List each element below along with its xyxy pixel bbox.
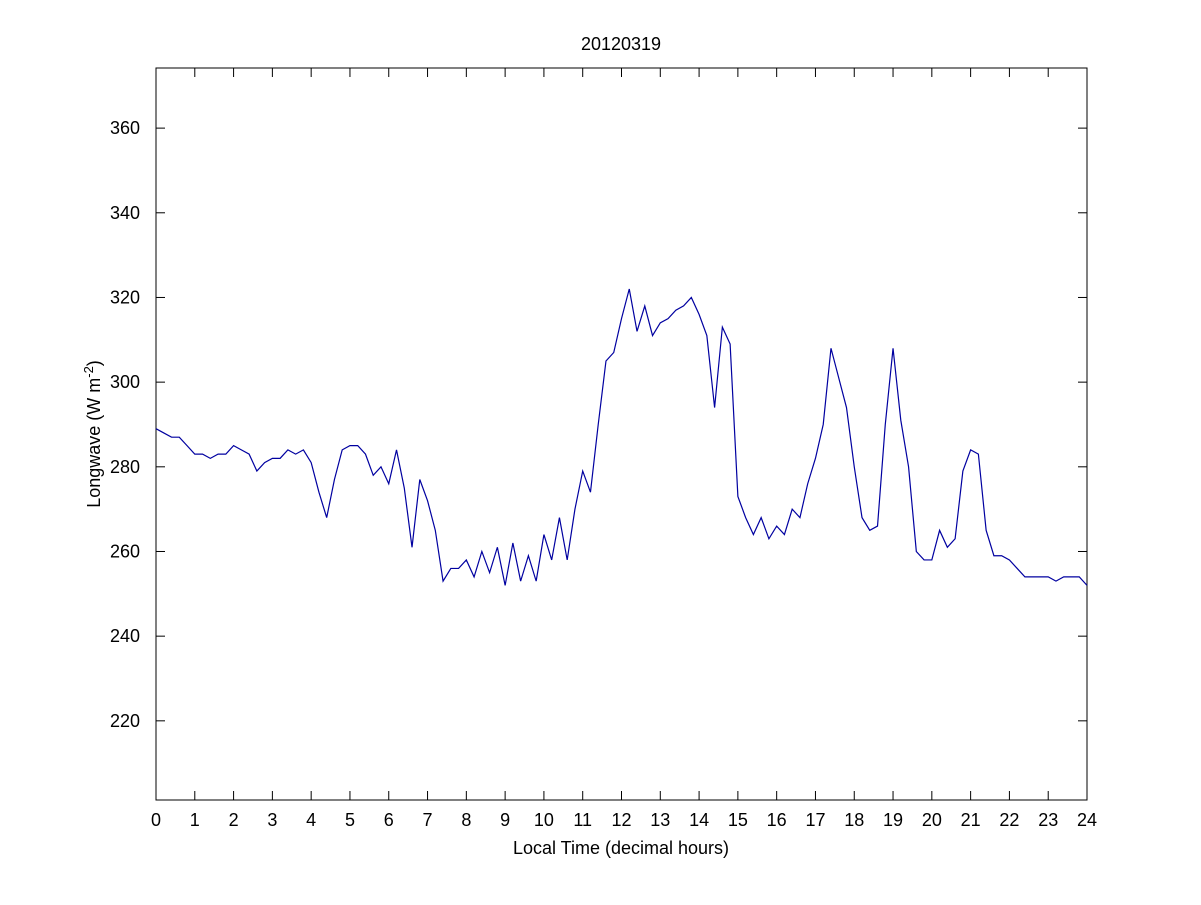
x-tick-label: 18: [844, 810, 864, 830]
x-tick-label: 21: [961, 810, 981, 830]
x-tick-label: 17: [805, 810, 825, 830]
x-tick-label: 15: [728, 810, 748, 830]
x-tick-label: 1: [190, 810, 200, 830]
x-tick-label: 6: [384, 810, 394, 830]
x-tick-label: 11: [573, 810, 592, 830]
x-axis-label: Local Time (decimal hours): [513, 838, 729, 858]
x-tick-label: 3: [267, 810, 277, 830]
x-tick-label: 13: [650, 810, 670, 830]
x-tick-label: 4: [306, 810, 316, 830]
y-label-close: ): [84, 360, 104, 366]
x-tick-label: 10: [534, 810, 554, 830]
y-tick-label: 280: [110, 457, 140, 477]
x-tick-label: 23: [1038, 810, 1058, 830]
data-line: [155, 288, 1088, 586]
y-tick-label: 360: [110, 118, 140, 138]
x-tick-label: 19: [883, 810, 903, 830]
x-tick-label: 22: [999, 810, 1019, 830]
x-tick-label: 20: [922, 810, 942, 830]
x-tick-label: 9: [500, 810, 510, 830]
chart-title: 20120319: [581, 34, 661, 54]
y-tick-label: 220: [110, 711, 140, 731]
x-tick-label: 5: [345, 810, 355, 830]
x-tick-label: 8: [461, 810, 471, 830]
y-tick-label: 300: [110, 372, 140, 392]
x-tick-label: 0: [151, 810, 161, 830]
y-tick-label: 260: [110, 541, 140, 561]
y-tick-label: 320: [110, 287, 140, 307]
y-tick-label: 240: [110, 626, 140, 646]
plot-frame: [155, 67, 1088, 801]
y-axis-label: Longwave (W m-2): [81, 360, 104, 508]
x-tick-label: 12: [611, 810, 631, 830]
y-label-sup: -2: [81, 366, 96, 378]
x-tick-label: 2: [229, 810, 239, 830]
x-tick-label: 24: [1077, 810, 1097, 830]
x-tick-label: 14: [689, 810, 709, 830]
x-tick-label: 16: [767, 810, 787, 830]
y-tick-label: 340: [110, 203, 140, 223]
x-tick-label: 7: [423, 810, 433, 830]
y-label-text: Longwave (W m: [84, 378, 104, 508]
